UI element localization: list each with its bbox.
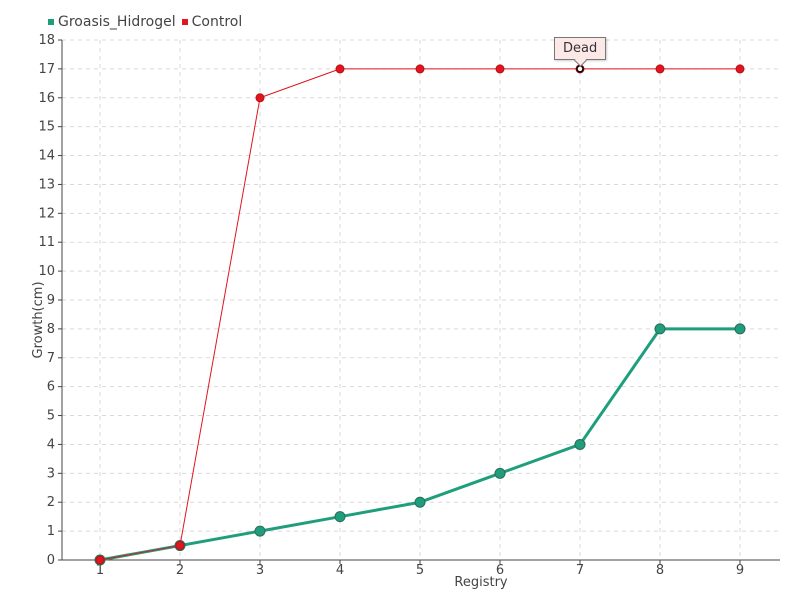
legend-item-groasis[interactable]: Groasis_Hidrogel [48,14,176,30]
data-point [734,323,746,335]
y-tick-label: 11 [38,235,55,250]
y-tick-label: 15 [38,120,55,135]
y-tick-label: 5 [47,409,55,424]
legend-swatch [48,19,54,25]
annotation-text: Dead [563,40,598,56]
data-point [95,555,105,565]
legend: Groasis_Hidrogel Control [48,12,248,32]
legend-label: Groasis_Hidrogel [58,14,176,30]
y-tick-label: 14 [38,149,55,164]
y-tick-label: 3 [47,466,55,481]
y-tick-label: 8 [47,322,55,337]
x-tick-label: 9 [736,563,744,578]
x-tick-label: 8 [656,563,664,578]
y-tick-label: 18 [38,33,55,48]
data-point [335,64,345,74]
data-point [175,541,185,551]
data-point [574,438,586,450]
y-tick-label: 7 [47,351,55,366]
data-point [334,511,346,523]
x-tick-label: 4 [336,563,344,578]
y-tick-label: 12 [38,206,55,221]
x-tick-label: 3 [256,563,264,578]
x-axis-label: Registry [454,575,508,590]
grid-lines [62,39,780,560]
data-point [495,64,505,74]
y-tick-label: 2 [47,495,55,510]
data-point [255,93,265,103]
series-group [94,64,746,566]
data-point [415,64,425,74]
x-tick-label: 6 [496,563,504,578]
x-tick-label: 1 [96,563,104,578]
legend-item-control[interactable]: Control [181,14,243,30]
y-tick-label: 13 [38,177,55,192]
y-tick-label: 17 [38,62,55,77]
data-point [655,64,665,74]
legend-swatch [181,19,188,25]
y-tick-label: 4 [47,437,55,452]
y-tick-label: 9 [47,293,55,308]
y-tick-label: 10 [38,264,55,279]
y-tick-label: 16 [38,91,55,106]
y-tick-label: 0 [47,553,55,568]
x-tick-label: 2 [176,563,184,578]
y-axis-label: Growth(cm) [31,281,46,358]
y-tick-label: 6 [47,380,55,395]
data-point [494,467,506,479]
x-tick-label: 5 [416,563,424,578]
x-tick-label: 7 [576,563,584,578]
y-tick-label: 1 [47,524,55,539]
data-point [414,496,426,508]
data-point [735,64,745,74]
data-point [654,323,666,335]
legend-label: Control [191,14,243,30]
data-point [254,525,266,537]
